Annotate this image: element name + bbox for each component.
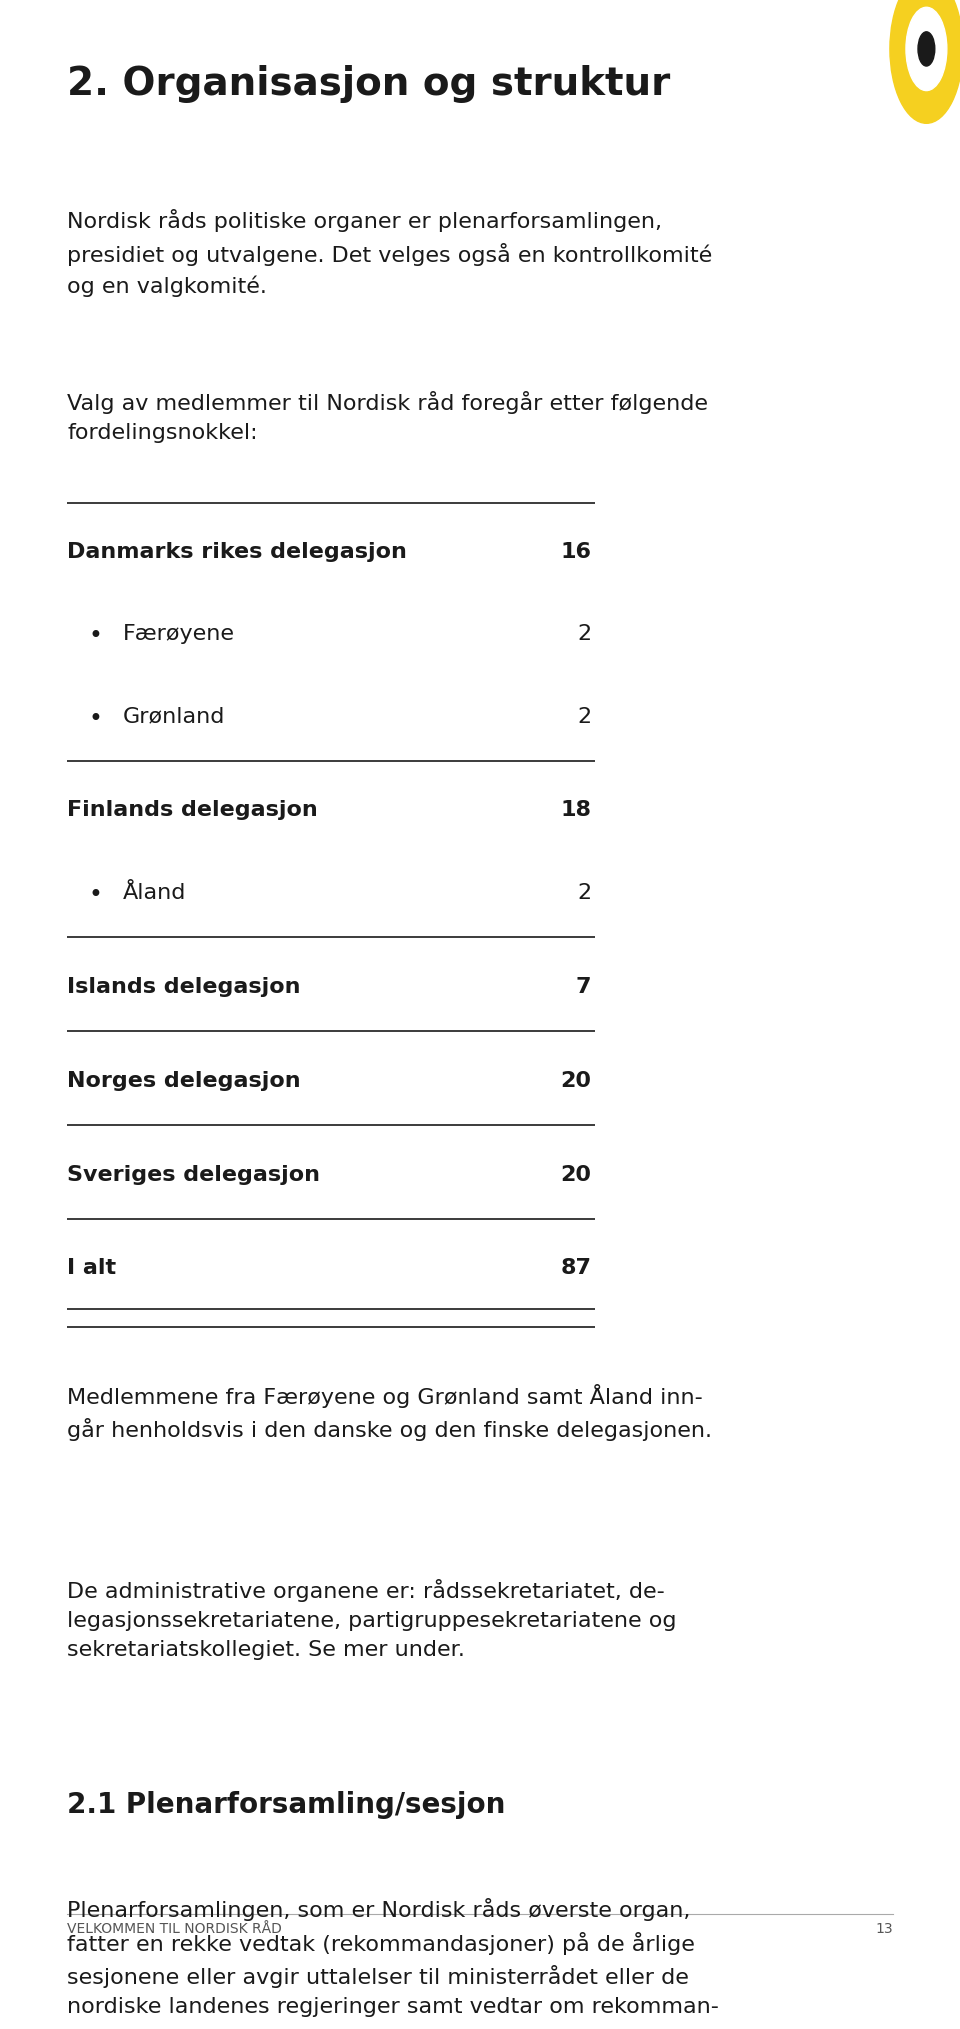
Text: •: • bbox=[88, 883, 102, 907]
Text: •: • bbox=[88, 706, 102, 730]
Text: VELKOMMEN TIL NORDISK RÅD: VELKOMMEN TIL NORDISK RÅD bbox=[67, 1921, 282, 1936]
Text: Sveriges delegasjon: Sveriges delegasjon bbox=[67, 1165, 321, 1185]
Text: Valg av medlemmer til Nordisk råd foregår etter følgende
fordelingsnokkel:: Valg av medlemmer til Nordisk råd foregå… bbox=[67, 392, 708, 442]
Text: 2: 2 bbox=[577, 883, 591, 903]
Text: De administrative organene er: rådssekretariatet, de-
legasjonssekretariatene, p: De administrative organene er: rådssekre… bbox=[67, 1579, 677, 1660]
Text: 7: 7 bbox=[576, 976, 591, 996]
Text: Medlemmene fra Færøyene og Grønland samt Åland inn-
går henholdsvis i den danske: Medlemmene fra Færøyene og Grønland samt… bbox=[67, 1384, 712, 1441]
Text: Nordisk råds politiske organer er plenarforsamlingen,
presidiet og utvalgene. De: Nordisk råds politiske organer er plenar… bbox=[67, 209, 712, 296]
Text: 18: 18 bbox=[561, 801, 591, 820]
Text: 20: 20 bbox=[561, 1165, 591, 1185]
Text: Finlands delegasjon: Finlands delegasjon bbox=[67, 801, 318, 820]
Text: 2. Organisasjon og struktur: 2. Organisasjon og struktur bbox=[67, 65, 670, 103]
Text: •: • bbox=[88, 625, 102, 649]
Text: 20: 20 bbox=[561, 1071, 591, 1090]
Text: 2.1 Plenarforsamling/sesjon: 2.1 Plenarforsamling/sesjon bbox=[67, 1792, 506, 1818]
Text: Norges delegasjon: Norges delegasjon bbox=[67, 1071, 300, 1090]
Circle shape bbox=[906, 8, 947, 91]
Circle shape bbox=[890, 0, 960, 124]
Text: Islands delegasjon: Islands delegasjon bbox=[67, 976, 300, 996]
Text: Færøyene: Færøyene bbox=[123, 625, 235, 645]
Text: 13: 13 bbox=[876, 1921, 893, 1936]
Text: Danmarks rikes delegasjon: Danmarks rikes delegasjon bbox=[67, 542, 407, 562]
Text: 87: 87 bbox=[561, 1258, 591, 1278]
Text: 2: 2 bbox=[577, 706, 591, 726]
Text: 2: 2 bbox=[577, 625, 591, 645]
Text: Grønland: Grønland bbox=[123, 706, 226, 726]
Text: Plenarforsamlingen, som er Nordisk råds øverste organ,
fatter en rekke vedtak (r: Plenarforsamlingen, som er Nordisk råds … bbox=[67, 1899, 719, 2017]
Text: I alt: I alt bbox=[67, 1258, 116, 1278]
Text: 16: 16 bbox=[561, 542, 591, 562]
Circle shape bbox=[918, 32, 935, 67]
Text: Åland: Åland bbox=[123, 883, 186, 903]
